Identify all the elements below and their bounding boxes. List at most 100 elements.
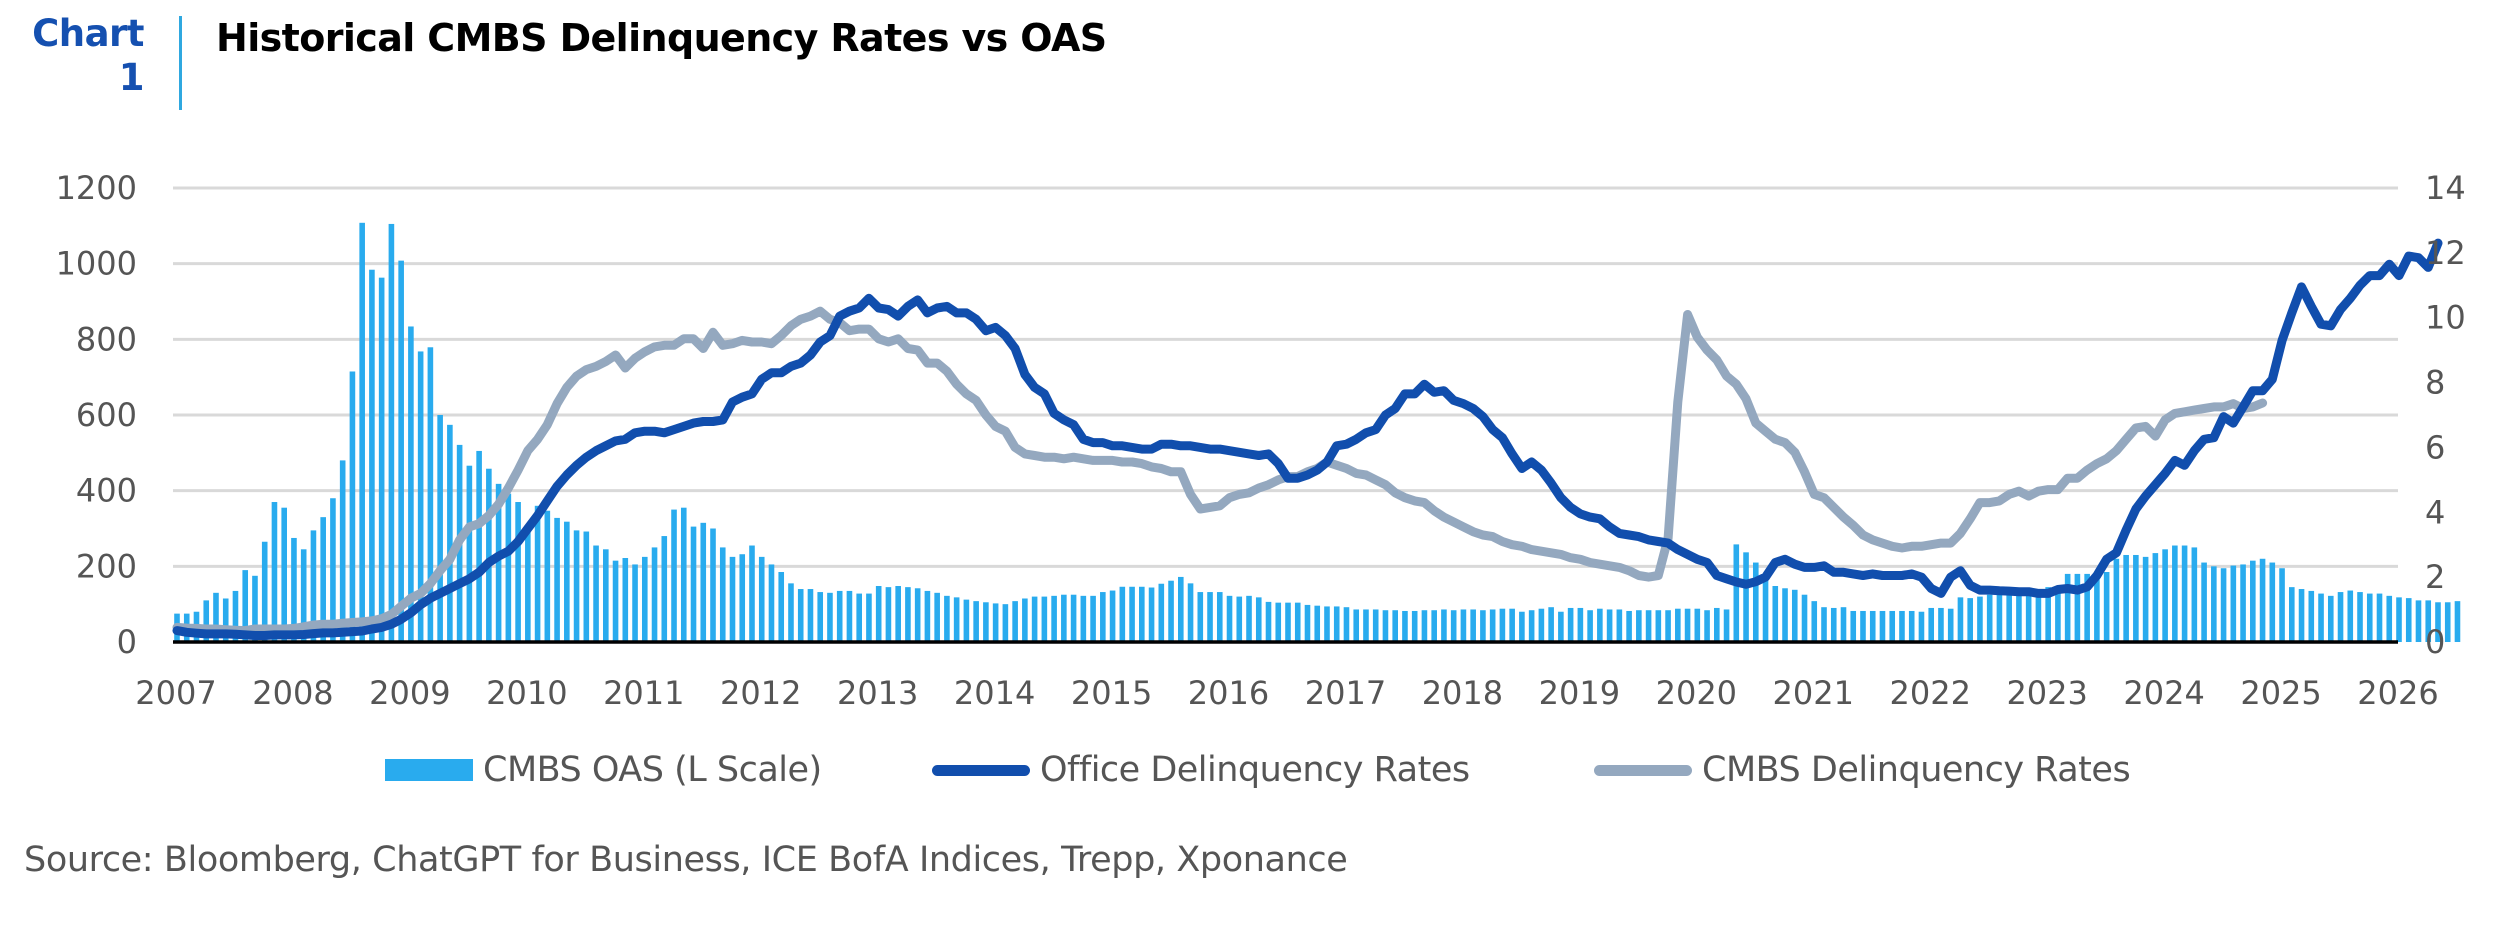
oas-bar [369, 269, 375, 642]
x-tick-label: 2017 [1305, 674, 1386, 712]
oas-bar [1567, 607, 1574, 642]
oas-bar [408, 326, 414, 642]
oas-bar [1207, 592, 1213, 642]
oas-bar [495, 483, 502, 642]
oas-bar [583, 531, 590, 642]
legend-label-oas: CMBS OAS (L Scale) [483, 750, 822, 790]
oas-bar [1684, 608, 1691, 642]
oas-bar [690, 526, 697, 642]
chart-label-word: Chart [32, 12, 144, 55]
chart-title: Historical CMBS Delinquency Rates vs OAS [216, 16, 1107, 60]
oas-bar [2279, 568, 2285, 642]
oas-bar [1908, 610, 1915, 642]
x-tick-label: 2020 [1656, 674, 1737, 712]
oas-bar [1489, 609, 1496, 642]
oas-bar [1538, 608, 1545, 642]
oas-bar [1616, 609, 1623, 642]
oas-bar [2386, 595, 2393, 642]
x-tick-label: 2016 [1188, 674, 1269, 712]
legend-item-cmbs[interactable]: CMBS Delinquency Rates [1594, 748, 2131, 792]
oas-bar [2181, 545, 2188, 642]
oas-bar [2045, 587, 2051, 642]
y-right-tick-label: 10 [2425, 299, 2466, 337]
oas-bar [330, 498, 336, 642]
x-tick-label: 2015 [1071, 674, 1152, 712]
oas-bar [544, 510, 551, 642]
oas-bar [1499, 608, 1506, 642]
legend-item-oas[interactable]: CMBS OAS (L Scale) [385, 748, 822, 792]
oas-bar [2454, 601, 2461, 642]
oas-bar [1558, 611, 1564, 642]
oas-bar [534, 505, 541, 642]
oas-bar [875, 586, 882, 642]
oas-bar [895, 586, 901, 642]
cmbs-delinquency-line [172, 306, 2268, 636]
oas-bar [2298, 589, 2305, 642]
oas-bar [349, 371, 356, 642]
oas-bar [1090, 595, 1096, 642]
oas-bar [2211, 566, 2217, 642]
oas-bar [1626, 610, 1632, 642]
oas-bar [739, 554, 746, 642]
oas-bar [1031, 596, 1038, 642]
oas-bar [719, 547, 726, 642]
oas-bar [1986, 594, 1993, 642]
oas-bar [729, 556, 736, 642]
oas-bar [827, 592, 833, 642]
x-tick-label: 2023 [2006, 674, 2087, 712]
oas-bar [1012, 601, 1018, 642]
oas-bar [232, 590, 239, 642]
oas-bar [2113, 558, 2120, 642]
oas-bar [2016, 592, 2022, 642]
oas-bar [885, 587, 892, 642]
oas-bar [1480, 610, 1486, 642]
oas-bar [1236, 596, 1243, 642]
oas-bar [1051, 595, 1057, 642]
oas-bar [1100, 592, 1106, 642]
y-right-tick-label: 8 [2425, 364, 2445, 402]
oas-bar [271, 502, 278, 642]
oas-bar [1665, 610, 1671, 642]
oas-bar [983, 602, 989, 642]
oas-bar [603, 549, 609, 642]
oas-bar [2415, 600, 2422, 642]
legend-swatch-cmbs [1594, 764, 1692, 776]
oas-bar [2201, 562, 2207, 642]
oas-bar [1177, 576, 1184, 642]
oas-bar [203, 600, 210, 642]
oas-bar [1265, 601, 1272, 642]
oas-bar [573, 530, 580, 642]
oas-bar [1869, 610, 1876, 642]
oas-bar [1187, 583, 1194, 642]
oas-bar [1314, 605, 1321, 642]
oas-bar [1606, 609, 1613, 642]
oas-bar [1694, 608, 1701, 642]
oas-bar [1304, 604, 1311, 642]
y-right-tick-label: 12 [2425, 234, 2466, 272]
oas-bar [2347, 590, 2354, 642]
oas-bar [680, 507, 687, 642]
oas-bar [1022, 598, 1028, 642]
oas-bar [310, 530, 317, 642]
oas-bar [817, 592, 824, 642]
oas-bars [174, 222, 2461, 643]
oas-bar [1441, 609, 1447, 642]
oas-bar [2308, 590, 2315, 642]
oas-bar [836, 590, 843, 642]
oas-bar [2318, 593, 2324, 642]
oas-bar [2074, 573, 2081, 642]
oas-bar [661, 536, 668, 642]
y-left-tick-label: 800 [76, 320, 137, 358]
oas-bar [2025, 594, 2032, 642]
legend: CMBS OAS (L Scale) Office Delinquency Ra… [0, 748, 2498, 792]
y-left-tick-label: 0 [117, 623, 137, 661]
oas-bar [2103, 572, 2110, 642]
legend-item-office[interactable]: Office Delinquency Rates [932, 748, 1470, 792]
oas-bar [992, 603, 999, 642]
oas-bar [320, 517, 326, 642]
oas-bar [1402, 610, 1408, 642]
oas-bar [1899, 610, 1905, 642]
oas-bar [2259, 558, 2266, 642]
oas-bar [1967, 598, 1973, 642]
oas-bar [2055, 589, 2061, 642]
